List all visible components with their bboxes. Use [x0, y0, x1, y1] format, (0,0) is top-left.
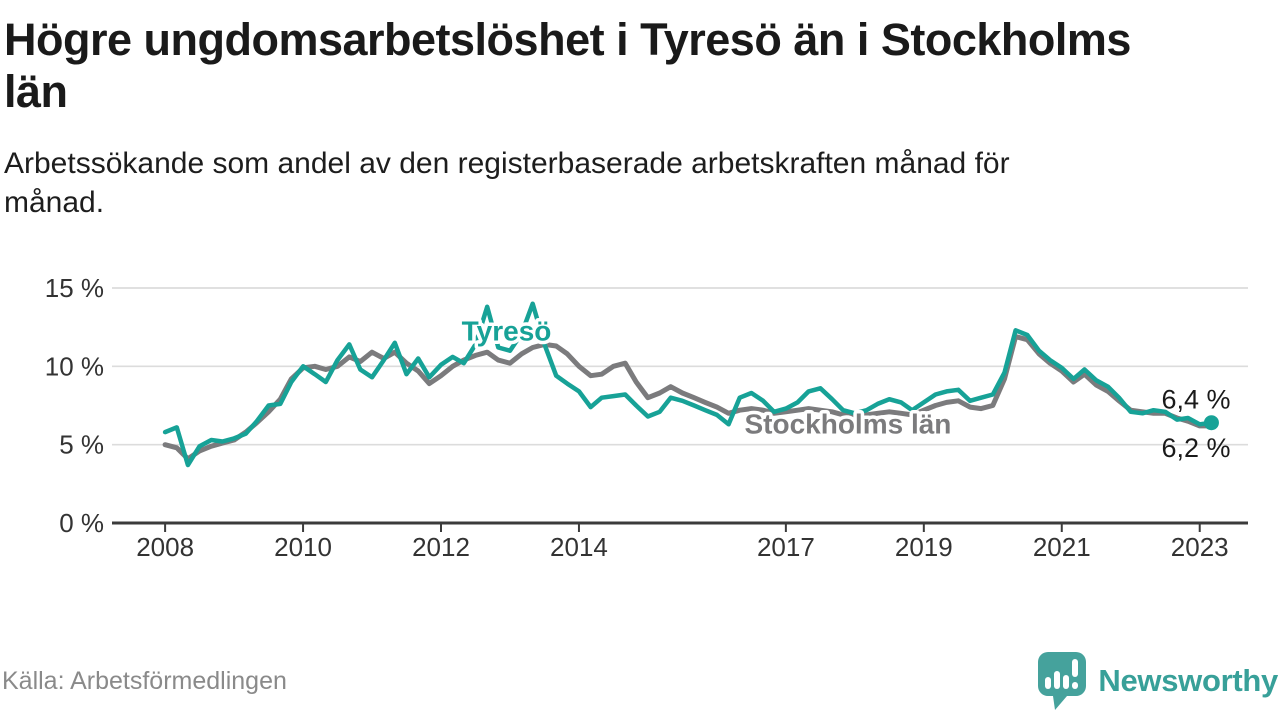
page-title-line1: Högre ungdomsarbetslöshet i Tyresö än i … [4, 14, 1131, 65]
x-tick-label: 2017 [757, 532, 815, 562]
newsworthy-bubble-icon [1038, 652, 1087, 710]
chart-subtitle-line2: månad. [4, 186, 105, 220]
chart-subtitle-line1: Arbetssökande som andel av den registerb… [4, 147, 1010, 181]
bar-2 [1054, 671, 1061, 689]
y-tick-label: 10 % [45, 351, 104, 381]
chart-footer: Källa: Arbetsförmedlingen Newsworthy [0, 645, 1280, 720]
x-tick-label: 2012 [412, 532, 470, 562]
newsworthy-logo: Newsworthy [1036, 650, 1278, 712]
end-value-label-stockholms-l-n: 6,2 % [1161, 433, 1230, 463]
source-note: Källa: Arbetsförmedlingen [2, 667, 287, 695]
end-point-dot [1203, 415, 1219, 431]
end-value-label-tyres-: 6,4 % [1161, 385, 1230, 415]
series-line-stockholms-l-n [162, 334, 1214, 462]
series-line-tyres- [162, 301, 1214, 468]
exclamation-dot [1072, 682, 1079, 689]
x-tick-label: 2023 [1171, 532, 1229, 562]
bar-1 [1045, 677, 1052, 689]
x-tick-label: 2019 [895, 532, 953, 562]
y-tick-label: 5 % [59, 430, 104, 460]
chart-header: Högre ungdomsarbetslöshet i Tyresö än i … [4, 14, 1276, 222]
series-label-tyres-: Tyresö [462, 315, 552, 346]
x-tick-label: 2014 [550, 532, 608, 562]
unemployment-line-chart: 0 % 5 % 10 % 15 % 2008 2010 2012 2014 2017 2019 20… [45, 273, 1248, 562]
bar-3 [1063, 675, 1070, 689]
page-title: Högre ungdomsarbetslöshet i Tyresö än i … [4, 14, 1276, 118]
page-title-line2: län [4, 66, 68, 118]
x-tick-label: 2010 [274, 532, 332, 562]
chart-subtitle: Arbetssökande som andel av den registerb… [4, 144, 1276, 222]
x-tick-label: 2021 [1033, 532, 1091, 562]
y-tick-label: 0 % [59, 508, 104, 538]
newsworthy-wordmark: Newsworthy [1098, 663, 1278, 698]
x-tick-label: 2008 [136, 532, 194, 562]
exclamation-bar [1072, 659, 1079, 677]
series-label-stockholms-l-n: Stockholms län [744, 409, 951, 440]
y-tick-label: 15 % [45, 273, 104, 303]
chart-area: 0 % 5 % 10 % 15 % 2008 2010 2012 2014 2017 2019 20… [0, 260, 1280, 590]
